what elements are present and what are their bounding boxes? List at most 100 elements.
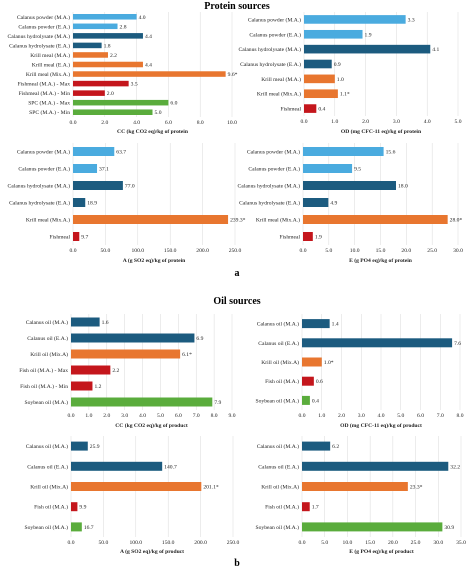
bar: [71, 365, 111, 375]
bar: [302, 461, 449, 471]
bar: [73, 215, 229, 224]
x-tick-label: 8.0: [197, 120, 204, 126]
category-label: Calanus oil (E.A.): [27, 335, 68, 342]
category-label: Fish oil (M.A.) - Max: [19, 367, 68, 374]
category-label: Calanus powder (E.A.): [18, 23, 70, 30]
data-label: 6.9: [196, 336, 203, 342]
x-tick-label: 100.0: [132, 248, 145, 254]
bar: [304, 29, 363, 39]
data-label: 4.4: [145, 34, 152, 40]
bar: [302, 482, 408, 491]
data-label: 1.1*: [340, 92, 350, 98]
bar: [71, 349, 181, 359]
bar: [73, 80, 129, 87]
data-label: 1.9: [315, 235, 322, 241]
category-label: Krill meal (M.A.): [30, 52, 70, 59]
x-axis-title: A (g SO2 eq)/kg of product: [120, 548, 184, 555]
x-tick-label: 2.0: [362, 119, 369, 125]
bar: [71, 397, 213, 407]
data-label: 1.0*: [324, 360, 334, 366]
data-label: 18.0: [398, 184, 408, 190]
bar: [304, 89, 338, 99]
data-label: 1.2: [94, 384, 101, 390]
category-label: Krill oil (Mix.A): [261, 484, 299, 491]
x-tick-label: 4.0: [139, 413, 146, 419]
bar: [73, 52, 108, 58]
bar: [71, 502, 78, 512]
x-tick-label: 7.0: [437, 413, 444, 419]
bar: [304, 59, 332, 69]
data-label: 0.4: [318, 107, 325, 113]
data-label: 2.8: [120, 24, 127, 30]
category-label: Soybean oil (M.A.): [255, 397, 299, 404]
data-label: 4.1: [432, 47, 439, 53]
x-axis-title: OD (mg CFC-11 eq)/kg of product: [340, 422, 422, 429]
x-tick-label: 50.0: [99, 540, 109, 546]
category-label: Krill meal (E.A.): [32, 62, 70, 69]
category-label: Calanus oil (M.A.): [26, 319, 68, 326]
data-label: 6.1*: [182, 352, 192, 358]
bar: [71, 381, 93, 391]
x-tick-label: 5.0: [157, 413, 164, 419]
panel-letter-a: a: [235, 268, 240, 279]
category-label: Krill meal (Mix.A.): [256, 217, 300, 224]
data-label: 7.6: [454, 341, 461, 347]
category-label: Calanus oil (E.A.): [258, 463, 299, 470]
data-label: 1.7: [312, 505, 319, 511]
category-label: Calanus oil (E.A.): [258, 340, 299, 347]
data-label: 1.8: [104, 43, 111, 49]
data-label: 3.5: [131, 82, 138, 88]
x-tick-label: 200.0: [196, 248, 209, 254]
bar: [302, 441, 331, 451]
x-tick-label: 0.0: [70, 120, 77, 126]
x-tick-label: 5.0: [455, 119, 462, 125]
category-label: Calanus hydrolysate (E.A.): [9, 200, 70, 207]
x-tick-label: 250.0: [229, 248, 242, 254]
bar: [73, 61, 143, 68]
data-label: 9.7: [81, 235, 88, 241]
bar: [73, 90, 105, 96]
x-tick-label: 0.0: [301, 119, 308, 125]
data-label: 0.4: [312, 398, 319, 404]
bar: [73, 23, 118, 30]
data-label: 9.9: [79, 505, 86, 511]
x-tick-label: 5.0: [321, 540, 328, 546]
data-label: 4.4: [145, 63, 152, 69]
bar: [71, 333, 195, 343]
category-label: Calanus powder (E.A.): [248, 166, 300, 173]
bar: [71, 522, 82, 532]
data-label: 16.7: [84, 525, 94, 531]
x-tick-label: 15.0: [365, 540, 375, 546]
x-tick-label: 10.0: [350, 248, 360, 254]
x-tick-label: 4.0: [424, 119, 431, 125]
chart-oil-cc: 0.0 1.0 2.0 3.0 4.0 5.0 6.0 7.0 8.0 9.0 Calanus oi…: [19, 314, 236, 429]
category-label: Fish oil (M.A.) - Min: [20, 383, 68, 390]
data-label: 32.2: [450, 464, 460, 470]
data-label: 140.7: [164, 464, 177, 470]
bar: [71, 482, 202, 491]
x-axis-title: OD (mg CFC-11 eq)/kg of protein: [341, 128, 422, 135]
data-label: 3.3: [408, 17, 415, 23]
bar: [302, 502, 310, 512]
bar: [304, 104, 317, 113]
category-label: Fishmeal: [279, 235, 300, 241]
data-label: 2.2: [112, 368, 119, 374]
data-label: 9.6*: [228, 72, 238, 78]
category-label: Calanus hydrolysate (E.A.): [239, 200, 300, 207]
bar: [303, 147, 384, 156]
bar: [302, 338, 453, 348]
category-label: Calanus oil (M.A.): [26, 443, 68, 450]
bar: [303, 181, 396, 190]
x-tick-label: 0.0: [299, 413, 306, 419]
category-label: Soybean oil (M.A.): [24, 399, 68, 406]
data-label: 1.4: [332, 322, 339, 328]
bar: [73, 42, 102, 49]
x-axis-title: A (g SO2 eq)/kg of protein: [123, 257, 186, 264]
x-tick-label: 2.0: [103, 413, 110, 419]
x-tick-label: 100.0: [130, 540, 143, 546]
category-label: Calanus hydrolysate (E.A.): [9, 42, 70, 49]
category-label: Calanus powder (M.A.): [248, 16, 301, 23]
x-tick-label: 20.0: [401, 248, 411, 254]
x-tick-label: 9.0: [229, 413, 236, 419]
